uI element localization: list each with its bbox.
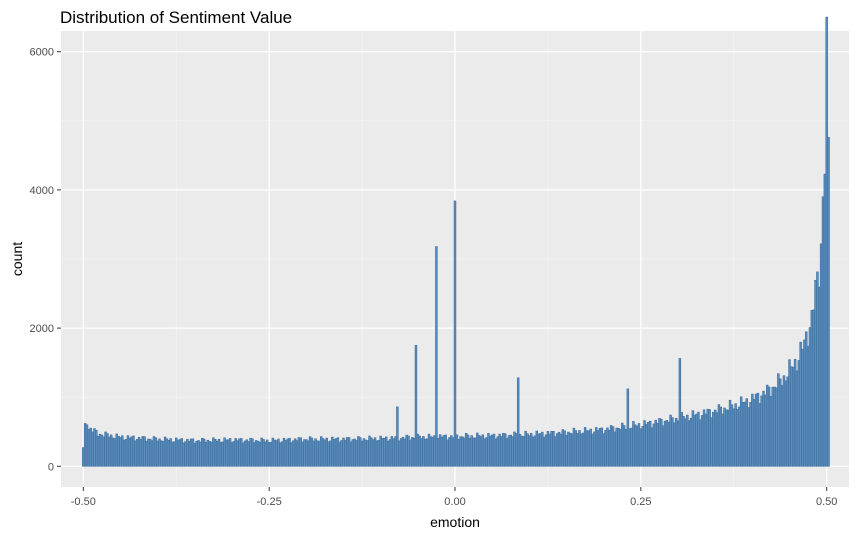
- x-tick-label: 0.50: [816, 496, 837, 508]
- x-tick-label: 0.00: [444, 496, 465, 508]
- y-tick-label: 4000: [30, 185, 54, 197]
- histogram-bar: [396, 406, 399, 467]
- x-tick-label: -0.25: [257, 496, 282, 508]
- histogram-bar: [516, 377, 520, 467]
- y-axis-title: count: [9, 242, 25, 276]
- y-tick-label: 0: [48, 461, 54, 473]
- histogram-bar: [626, 388, 630, 467]
- y-axis-ticks: 0 2000 4000 6000: [30, 47, 61, 473]
- y-tick-label: 6000: [30, 47, 54, 59]
- chart-title: Distribution of Sentiment Value: [60, 8, 292, 27]
- x-axis-ticks: -0.50 -0.25 0.00 0.25 0.50: [71, 487, 837, 508]
- x-tick-label: 0.25: [630, 496, 651, 508]
- x-tick-label: -0.50: [71, 496, 96, 508]
- histogram-bar: [414, 345, 418, 467]
- histogram-bars: [82, 16, 830, 467]
- histogram-bar: [435, 246, 438, 467]
- histogram-bar: [453, 200, 457, 467]
- histogram-bar: [827, 137, 830, 467]
- y-tick-label: 2000: [30, 323, 54, 335]
- x-axis-title: emotion: [430, 514, 480, 530]
